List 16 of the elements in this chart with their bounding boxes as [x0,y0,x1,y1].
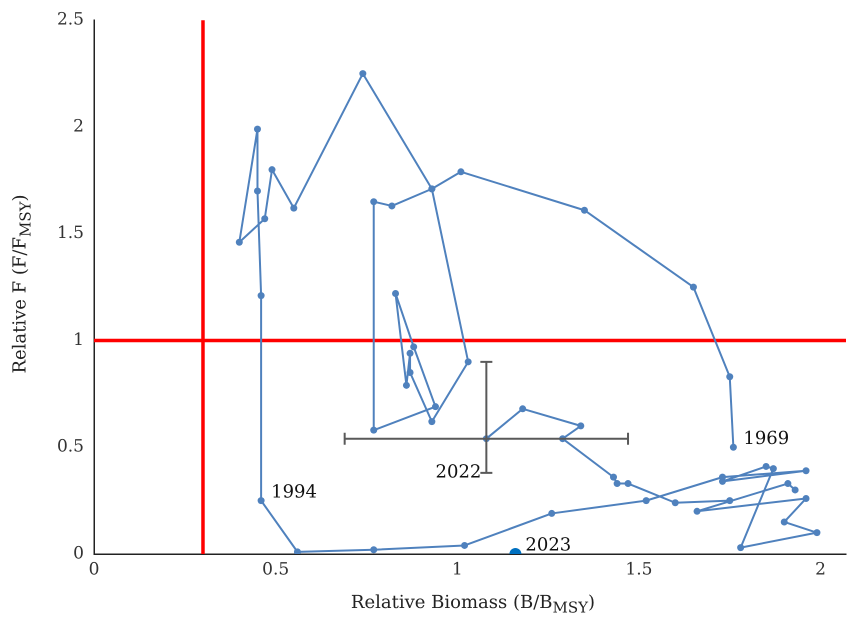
y-tick-label: 0.5 [56,436,84,457]
x-tick-label: 0 [88,560,100,580]
annotation: 1969 [743,428,790,449]
y-tick-label: 2.5 [56,10,84,30]
y-tick-label: 1 [73,330,84,350]
y-tick-label: 0 [73,543,84,564]
x-axis-title: Relative Biomass (B/B$_{MSY}$) [350,592,596,617]
annotation: 1994 [271,481,317,502]
annotation: 2023 [525,534,572,556]
x-tick-label: 1 [452,560,463,580]
x-tick-label: 0.5 [262,560,290,580]
x-tick-label: 1.5 [625,560,652,580]
y-tick-label: 1.5 [56,223,84,244]
x-tick-label: 2 [815,560,826,580]
annotation: 2022 [436,461,482,482]
y-tick-label: 2 [73,116,84,136]
